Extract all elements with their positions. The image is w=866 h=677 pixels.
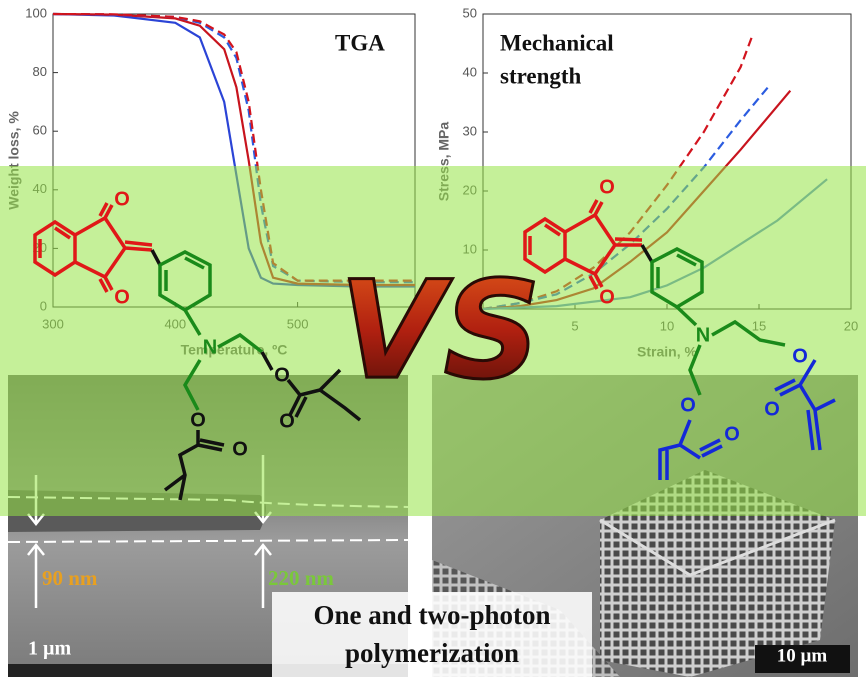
atom: O: [792, 345, 808, 367]
atom: O: [599, 176, 615, 198]
caption-box: [272, 592, 592, 677]
highlight-band: [0, 166, 866, 516]
molecule-right: [523, 199, 836, 480]
y-tick-label: 30: [463, 123, 477, 138]
atom: N: [203, 336, 217, 358]
y-tick-label: 60: [33, 123, 47, 138]
scale-label: 10 µm: [777, 645, 828, 666]
versus: VS: [339, 252, 541, 409]
atom: O: [599, 286, 615, 308]
scale-label: 1 µm: [28, 638, 72, 660]
y-tick-label: 80: [33, 64, 47, 79]
atom: O: [680, 394, 696, 416]
atom: O: [232, 438, 248, 460]
atom: O: [190, 409, 206, 431]
atom: O: [764, 398, 780, 420]
atom: O: [724, 423, 740, 445]
image-label: 90 nm: [42, 566, 98, 590]
annotation: TGA: [335, 30, 385, 55]
caption: One and two-photon: [313, 600, 550, 630]
molecule-left: [33, 202, 362, 501]
caption: polymerization: [345, 638, 519, 668]
image-label: 220 nm: [268, 566, 334, 590]
y-tick-label: 100: [25, 5, 47, 20]
atom: O: [274, 364, 290, 386]
atom: O: [279, 410, 295, 432]
annotation: strength: [500, 63, 582, 88]
annotation: Mechanical: [500, 30, 614, 55]
atom: N: [696, 324, 710, 346]
y-tick-label: 40: [463, 64, 477, 79]
y-tick-label: 50: [463, 5, 477, 20]
atom: O: [114, 188, 130, 210]
atom: O: [114, 286, 130, 308]
